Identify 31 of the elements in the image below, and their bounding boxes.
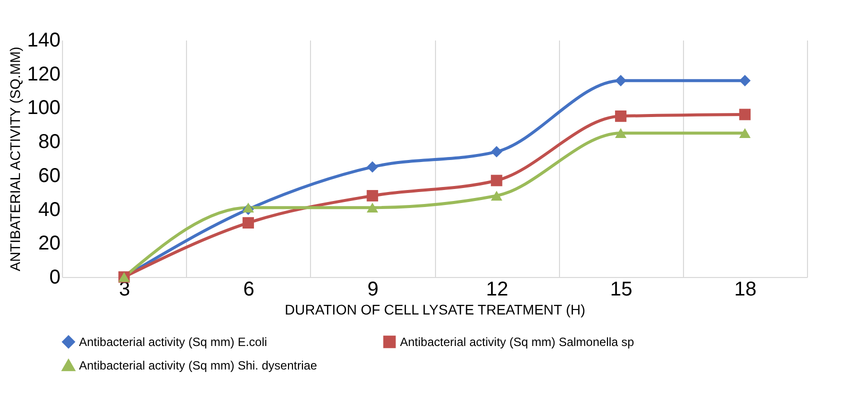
y-tick-label: 100 xyxy=(27,97,60,120)
x-tick-label: 15 xyxy=(610,278,632,300)
point xyxy=(615,74,626,86)
point xyxy=(366,161,378,173)
y-tick-label: 60 xyxy=(38,164,60,187)
point xyxy=(739,128,751,138)
legend-label: Antibacterial activity (Sq mm) Salmonella sp xyxy=(400,334,634,349)
y-tick-label: 0 xyxy=(49,266,60,288)
x-tick-label: 9 xyxy=(367,278,378,300)
y-tick-label: 120 xyxy=(27,63,60,86)
point xyxy=(366,202,378,213)
point xyxy=(615,110,626,122)
point xyxy=(490,174,502,186)
point xyxy=(615,128,626,138)
x-tick-label: 18 xyxy=(734,278,757,300)
x-tick-label: 12 xyxy=(486,278,508,300)
point xyxy=(366,190,378,202)
point xyxy=(490,146,502,158)
point xyxy=(490,190,502,201)
y-tick-label: 40 xyxy=(38,198,60,221)
y-tick-label: 140 xyxy=(27,30,60,52)
point xyxy=(739,108,751,120)
legend-label: Antibacterial activity (Sq mm) Shi. dysentriae xyxy=(79,358,318,372)
y-tick-label: 20 xyxy=(38,232,60,255)
legend-label: Antibacterial activity (Sq mm) E.coli xyxy=(79,334,268,349)
point xyxy=(739,74,751,86)
x-axis-title: DURATION OF CELL LYSATE TREATMENT (H) xyxy=(284,302,586,318)
y-axis-title: ANTIBATERIAL ACTIVITY (SQ.MM) xyxy=(7,46,24,272)
x-tick-label: 6 xyxy=(243,278,254,300)
point xyxy=(242,217,254,229)
y-tick-label: 80 xyxy=(38,131,60,154)
